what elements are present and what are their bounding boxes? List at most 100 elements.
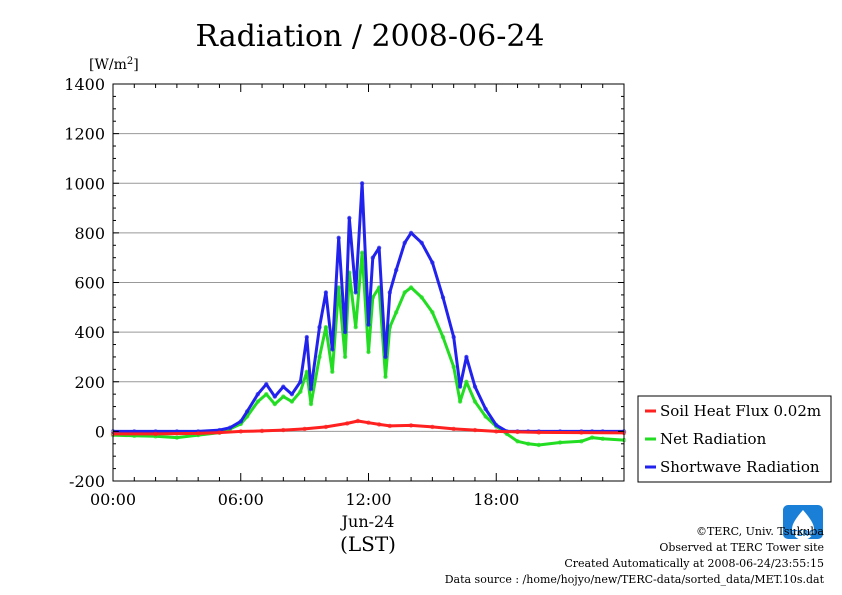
series-point [387, 423, 392, 429]
series-point [359, 181, 365, 186]
series-point [244, 409, 250, 414]
series-point [464, 354, 469, 360]
y-tick-label: -200 [69, 472, 105, 491]
series-point [302, 426, 307, 432]
series-point [394, 267, 399, 273]
series-point [347, 215, 352, 221]
series-point [217, 430, 222, 435]
series-lines [110, 181, 627, 448]
created-text: Created Automatically at 2008-06-24/23:5… [564, 557, 824, 570]
series-point [366, 322, 371, 327]
x-axis-ticks: 00:00 06:00 12:00 18:00 [90, 84, 604, 509]
series-line-soil-heat-flux-0-02m [113, 419, 625, 436]
y-tick-label: 1000 [64, 174, 105, 193]
x-axis-label: (LST) [340, 532, 396, 556]
series-point [515, 439, 520, 444]
series-point [259, 428, 265, 434]
series-point [536, 430, 541, 435]
series-point [366, 420, 371, 425]
series-point [440, 295, 446, 300]
series-point [304, 334, 309, 340]
series-point [353, 290, 358, 295]
y-tick-label: 1200 [64, 125, 105, 144]
series-point [472, 427, 478, 433]
water-drop-icon [792, 510, 814, 540]
series-point [298, 379, 303, 384]
series-point [419, 295, 424, 300]
series-point [308, 387, 314, 392]
legend-label: Soil Heat Flux 0.02m [660, 402, 821, 420]
series-point [383, 354, 388, 360]
legend-label: Net Radiation [660, 430, 767, 448]
x-date-label: Jun-24 [340, 512, 395, 531]
series-point [330, 347, 335, 352]
series-point [440, 334, 446, 340]
legend-label: Shortwave Radiation [660, 458, 820, 476]
series-point [308, 401, 314, 407]
series-point [353, 325, 358, 330]
series-point [264, 392, 269, 397]
series-line-net-radiation [112, 251, 625, 447]
y-axis-unit: [W/m2] [89, 56, 139, 73]
series-point [394, 310, 399, 315]
series-point [408, 423, 414, 428]
series-point [451, 426, 456, 432]
y-tick-label: 1400 [64, 75, 105, 94]
series-point [323, 424, 329, 430]
legend: Soil Heat Flux 0.02m Net Radiation Shortwa… [637, 395, 832, 483]
series-point [430, 310, 435, 315]
series-point [323, 290, 329, 295]
copyright-text: ©TERC, Univ. Tsukuba [695, 525, 824, 538]
series-point [317, 325, 322, 330]
series-point [153, 431, 158, 437]
series-point [483, 406, 488, 412]
series-point [281, 394, 286, 399]
logo-text: TERC [792, 529, 815, 538]
series-point [483, 414, 488, 419]
series-point [457, 384, 463, 389]
series-point [589, 435, 595, 440]
series-point [387, 290, 392, 295]
series-point [408, 285, 414, 290]
series-point [557, 440, 563, 445]
terc-logo: TERC [783, 505, 823, 540]
credits-block: ©TERC, Univ. Tsukuba Observed at TERC To… [445, 524, 824, 588]
series-point [281, 384, 286, 389]
series-point [174, 435, 180, 440]
series-point [419, 240, 424, 245]
series-point [370, 255, 375, 260]
series-point [255, 399, 260, 404]
series-point [264, 382, 269, 387]
series-point [600, 436, 605, 441]
series-point [472, 384, 478, 389]
series-point [255, 392, 260, 397]
grid-lines [113, 133, 624, 432]
x-tick-label: 06:00 [218, 490, 264, 509]
series-point [430, 260, 435, 265]
series-point [366, 349, 371, 355]
y-tick-label: 0 [95, 422, 105, 441]
series-point [402, 290, 407, 295]
series-point [408, 230, 414, 236]
series-point [272, 401, 277, 407]
series-point [376, 422, 382, 427]
series-point [515, 429, 520, 435]
source-text: Data source : /home/hojyo/new/TERC-data/… [444, 573, 824, 586]
series-point [330, 369, 335, 374]
series-point [298, 389, 303, 394]
y-tick-label: 400 [74, 323, 105, 342]
series-point [430, 424, 435, 430]
series-point [342, 354, 348, 360]
observed-text: Observed at TERC Tower site [659, 541, 824, 554]
series-point [289, 399, 295, 404]
series-point [342, 329, 348, 335]
legend-box [637, 395, 832, 483]
series-point [336, 235, 341, 240]
series-point [464, 379, 469, 384]
series-point [227, 425, 233, 430]
series-point [494, 423, 499, 428]
x-tick-label: 12:00 [345, 490, 391, 509]
y-tick-label: 200 [74, 373, 105, 392]
series-point [238, 429, 243, 434]
